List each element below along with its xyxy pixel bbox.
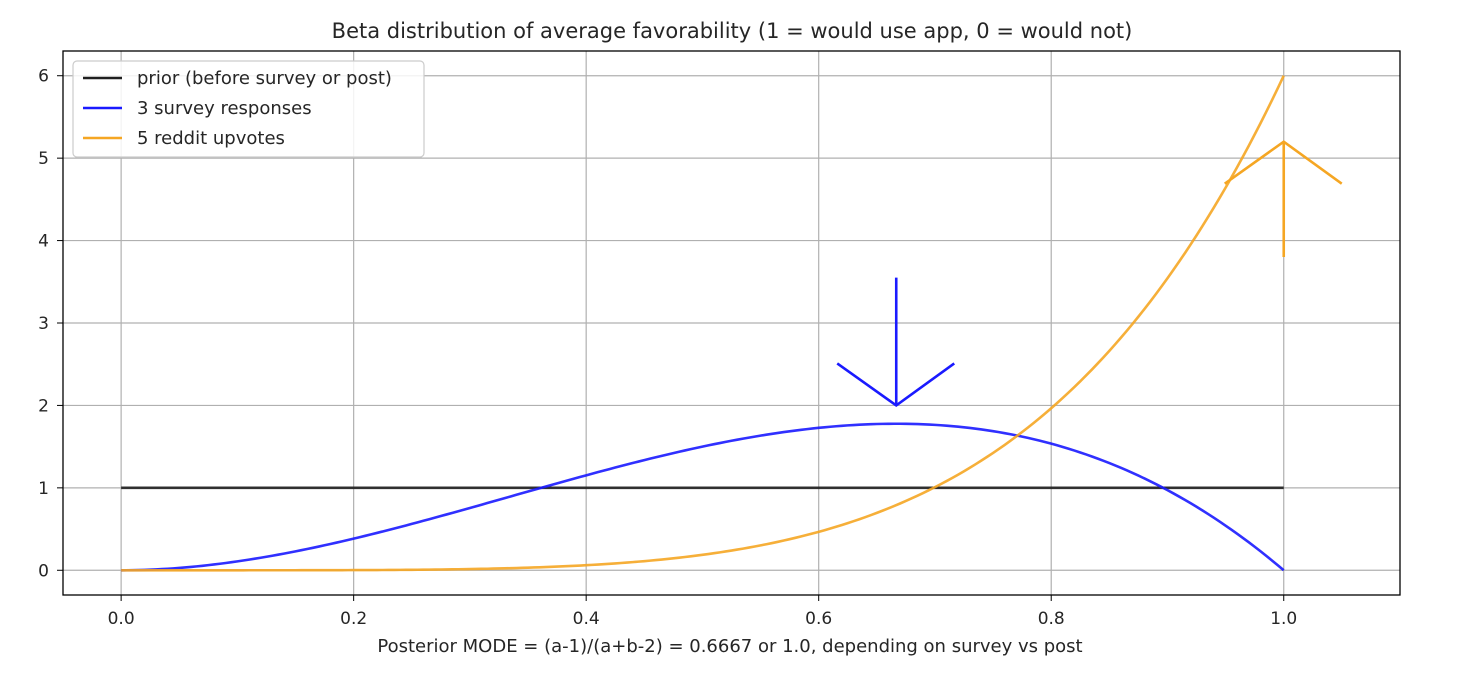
x-tick-label: 0.8 (1038, 609, 1065, 629)
arrow-head (836, 362, 956, 408)
annotation-arrow (836, 277, 956, 408)
y-tick-label: 3 (38, 314, 49, 334)
y-tick-label: 0 (38, 561, 49, 581)
series-line-5-reddit-upvotes (121, 75, 1285, 572)
y-axis-ticks: 0 1 2 3 4 5 6 (38, 67, 63, 581)
annotations (836, 140, 1343, 408)
x-tick-label: 0.6 (805, 609, 832, 629)
x-tick-label: 0.0 (108, 609, 135, 629)
y-tick-label: 1 (38, 479, 49, 499)
y-tick-label: 4 (38, 232, 49, 252)
y-tick-label: 5 (38, 149, 49, 169)
legend-label: prior (before survey or post) (137, 68, 392, 89)
x-tick-label: 1.0 (1270, 609, 1297, 629)
legend-box (72, 60, 425, 158)
x-tick-label: 0.2 (340, 609, 367, 629)
legend-label: 3 survey responses (137, 98, 312, 119)
series-line-3-survey-responses (121, 422, 1285, 572)
legend: prior (before survey or post) 3 survey re… (72, 60, 425, 158)
annotation-arrow (1223, 140, 1343, 258)
arrow-head (1223, 140, 1343, 185)
legend-label: 5 reddit upvotes (137, 128, 285, 149)
chart-title: Beta distribution of average favorabilit… (332, 19, 1133, 43)
series-lines (121, 75, 1285, 572)
x-axis-label: Posterior MODE = (a-1)/(a+b-2) = 0.6667 … (377, 636, 1082, 657)
y-tick-label: 2 (38, 396, 49, 416)
x-axis-ticks: 0.0 0.2 0.4 0.6 0.8 1.0 (108, 595, 1297, 629)
x-tick-label: 0.4 (573, 609, 600, 629)
y-tick-label: 6 (38, 67, 49, 87)
